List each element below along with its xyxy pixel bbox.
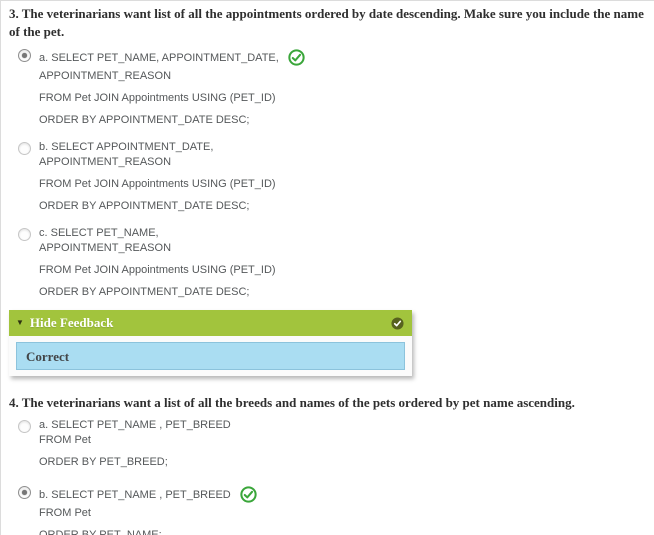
question-4-heading: 4. The veterinarians want a list of all … [9, 395, 575, 410]
option-sql-from: FROM Pet JOIN Appointments USING (PET_ID… [39, 92, 276, 104]
option-label-cont: APPOINTMENT_REASON [39, 156, 172, 168]
option-sql-from: FROM Pet JOIN Appointments USING (PET_ID… [39, 178, 276, 190]
correct-check-icon [288, 49, 305, 71]
q3-option-b[interactable]: b. SELECT APPOINTMENT_DATE, APPOINTMENT_… [1, 140, 654, 214]
question-3-heading: 3. The veterinarians want list of all th… [9, 6, 644, 39]
feedback-toggle-label: Hide Feedback [29, 315, 114, 330]
feedback-toggle[interactable]: ▼ Hide Feedback [9, 310, 412, 336]
correct-check-icon [240, 486, 257, 508]
option-sql-from: FROM Pet [39, 507, 91, 519]
option-sql-order: ORDER BY APPOINTMENT_DATE DESC; [39, 200, 250, 212]
option-sql-order: ORDER BY PET_BREED; [39, 456, 168, 468]
question-3: 3. The veterinarians want list of all th… [1, 5, 654, 376]
option-sql-order: ORDER BY APPOINTMENT_DATE DESC; [39, 286, 250, 298]
option-label: a. SELECT PET_NAME, APPOINTMENT_DATE, [39, 51, 279, 64]
option-label-cont: APPOINTMENT_REASON [39, 242, 172, 254]
option-sql-from: FROM Pet JOIN Appointments USING (PET_ID… [39, 264, 276, 276]
option-sql-order: ORDER BY APPOINTMENT_DATE DESC; [39, 114, 250, 126]
option-label: a. SELECT PET_NAME , PET_BREED [39, 419, 231, 431]
radio-button[interactable] [18, 49, 31, 62]
radio-button[interactable] [18, 486, 31, 499]
option-label: b. SELECT PET_NAME , PET_BREED [39, 488, 231, 501]
radio-button[interactable] [18, 228, 31, 241]
question-4: 4. The veterinarians want a list of all … [1, 394, 654, 535]
option-label: b. SELECT APPOINTMENT_DATE, [39, 141, 214, 153]
q3-option-a[interactable]: a. SELECT PET_NAME, APPOINTMENT_DATE, AP… [1, 47, 654, 128]
feedback-status-check-icon [391, 316, 404, 330]
feedback-body: Correct [9, 336, 412, 376]
radio-button[interactable] [18, 420, 31, 433]
q3-option-c[interactable]: c. SELECT PET_NAME, APPOINTMENT_REASON F… [1, 226, 654, 300]
collapse-triangle-icon: ▼ [16, 318, 24, 327]
option-sql-from: FROM Pet [39, 434, 91, 446]
option-sql-order: ORDER BY PET_NAME; [39, 529, 162, 535]
feedback-result: Correct [16, 342, 405, 370]
option-label: c. SELECT PET_NAME, [39, 227, 159, 239]
feedback-panel: ▼ Hide Feedback Correct [9, 310, 412, 376]
q4-option-b[interactable]: b. SELECT PET_NAME , PET_BREED FROM Pet … [1, 484, 654, 535]
option-label-cont: APPOINTMENT_REASON [39, 70, 172, 82]
radio-button[interactable] [18, 142, 31, 155]
q4-option-a[interactable]: a. SELECT PET_NAME , PET_BREED FROM Pet … [1, 418, 654, 470]
